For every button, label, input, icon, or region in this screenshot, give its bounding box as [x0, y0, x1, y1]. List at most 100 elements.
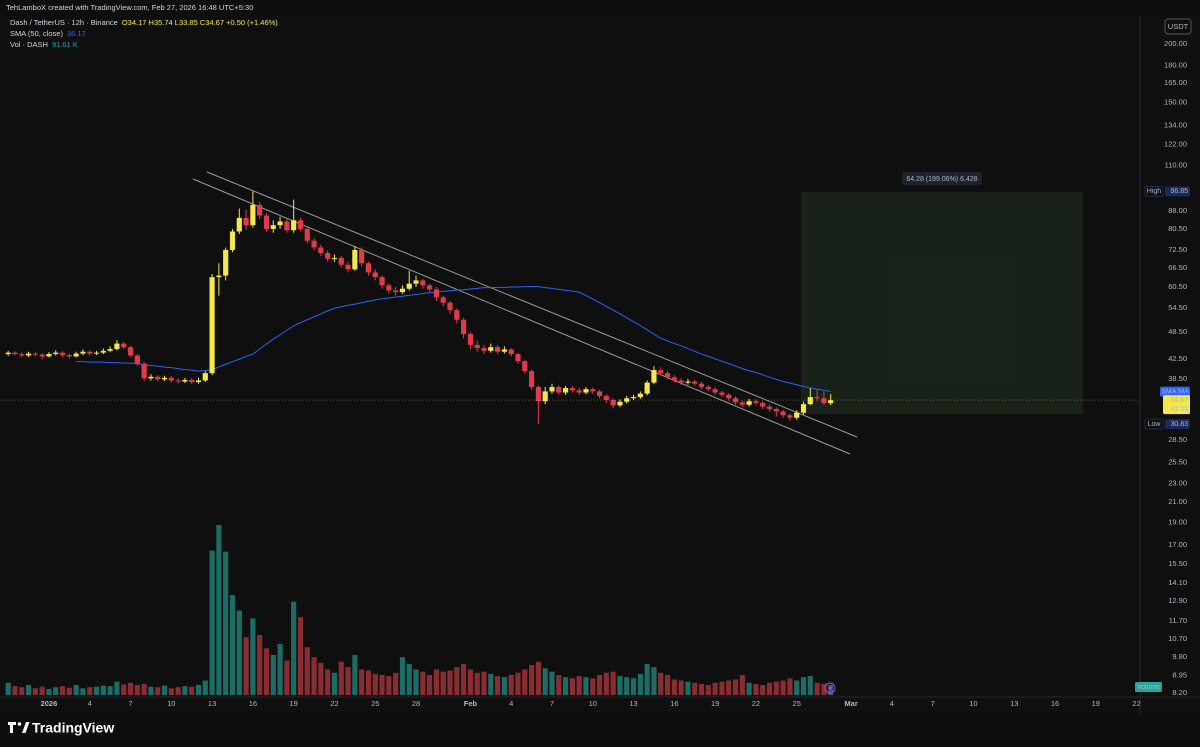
candle-body: [800, 404, 807, 413]
candle-body: [304, 228, 310, 241]
candle-body: [5, 352, 11, 355]
badge-value: 30.83: [1170, 421, 1188, 428]
legend-symbol: Dash / TetherUS · 12h · Binance O34.17 H3…: [10, 18, 278, 27]
attribution: TehLamboX created with TradingView.com, …: [6, 3, 253, 12]
y-tick-label: 28.50: [1168, 435, 1187, 444]
candle-body: [66, 354, 72, 357]
x-tick-label: 7: [128, 699, 132, 708]
candle-body: [318, 247, 324, 254]
volume-bar: [644, 663, 650, 695]
volume-bar: [440, 671, 446, 695]
candle-body: [413, 280, 419, 284]
volume-bar: [678, 680, 684, 695]
volume-bar: [467, 669, 473, 695]
volume-bar: [223, 551, 229, 695]
candle-body: [243, 217, 249, 226]
candle-body: [440, 297, 446, 303]
candle-body: [182, 379, 188, 382]
volume-bar: [80, 688, 86, 695]
candle-body: [87, 351, 93, 354]
y-tick-label: 21.00: [1168, 497, 1187, 506]
candle-body: [814, 397, 820, 399]
volume-bar: [447, 670, 453, 695]
badge-label-bg: [1144, 418, 1164, 430]
volume-bar: [168, 688, 174, 695]
candle-layer: [5, 191, 834, 425]
candle-body: [753, 401, 759, 403]
volume-bar: [427, 675, 433, 695]
volume-bar: [277, 643, 283, 695]
volume-bar: [821, 683, 827, 695]
candle-body: [610, 400, 616, 406]
volume-bar: [760, 685, 766, 695]
candle-body: [739, 402, 745, 405]
volume-bar: [19, 687, 25, 695]
y-tick-label: 19.00: [1168, 517, 1187, 526]
x-tick-label: 22: [330, 699, 338, 708]
candle-body: [223, 249, 229, 276]
volume-bar: [257, 635, 263, 695]
volume-bar: [39, 686, 45, 695]
candle-body: [19, 354, 25, 356]
volume-bar: [393, 672, 399, 695]
volume-bar: [549, 671, 555, 695]
brand: TradingView: [32, 720, 114, 736]
measure-box: [801, 192, 1083, 414]
volume-bar: [379, 675, 385, 695]
candle-body: [658, 370, 664, 374]
legend-sma: SMA (50, close) 36.17: [10, 29, 86, 38]
candle-body: [746, 401, 752, 405]
x-tick-label: 28: [412, 699, 420, 708]
volume-bar: [325, 669, 331, 695]
candle-body: [155, 376, 161, 380]
candle-body: [250, 204, 256, 226]
volume-bar: [311, 657, 317, 695]
last-price: 34.67: [1170, 397, 1188, 404]
candle-body: [352, 249, 358, 270]
y-tick-label: 9.80: [1172, 652, 1187, 661]
y-tick-label: 200.00: [1164, 39, 1187, 48]
volume-layer: [5, 525, 834, 695]
volume-bar: [121, 684, 127, 695]
volume-bar: [291, 601, 297, 695]
volume-bar: [284, 660, 290, 695]
x-tick-label: 10: [969, 699, 977, 708]
x-tick-label: 4: [88, 699, 92, 708]
badge-value-bg: [1165, 419, 1190, 430]
sma-badge: SMA:MA: [1161, 388, 1189, 395]
candle-body: [399, 288, 406, 293]
ohlc-values: O34.17 H35.74 L33.85 C34.67 +0.50 (+1.46…: [122, 18, 278, 27]
volume-bar: [481, 671, 487, 695]
sma-line: [76, 286, 831, 393]
candle-body: [664, 373, 671, 378]
candle-body: [549, 386, 555, 392]
volume-bar: [488, 673, 494, 695]
sma-badge-bg: [1160, 386, 1190, 397]
candle-body: [515, 354, 521, 362]
brand-logo: [8, 722, 30, 733]
volume-bar: [556, 675, 562, 695]
volume-bar: [433, 669, 440, 695]
alert-icon[interactable]: [824, 682, 836, 694]
candle-body: [270, 225, 276, 229]
volume-bar: [297, 617, 304, 695]
candle-body: [141, 363, 147, 379]
volume-bar: [562, 677, 569, 695]
volume-bar: [692, 682, 698, 695]
currency-badge[interactable]: [1164, 18, 1192, 35]
volume-bar: [617, 676, 623, 695]
candle-body: [175, 380, 181, 382]
candle-body: [25, 353, 32, 356]
y-tick-label: 11.70: [1169, 616, 1187, 625]
countdown: 41:12: [1170, 406, 1188, 413]
candle-body: [229, 231, 236, 250]
volume-bar: [216, 525, 222, 695]
x-tick-label: 10: [167, 699, 175, 708]
candle-body: [495, 347, 501, 352]
candle-body: [685, 381, 691, 383]
x-tick-label: 7: [550, 699, 554, 708]
currency: USDT: [1168, 22, 1189, 31]
volume-bar: [161, 685, 168, 695]
volume-bar: [420, 671, 426, 695]
